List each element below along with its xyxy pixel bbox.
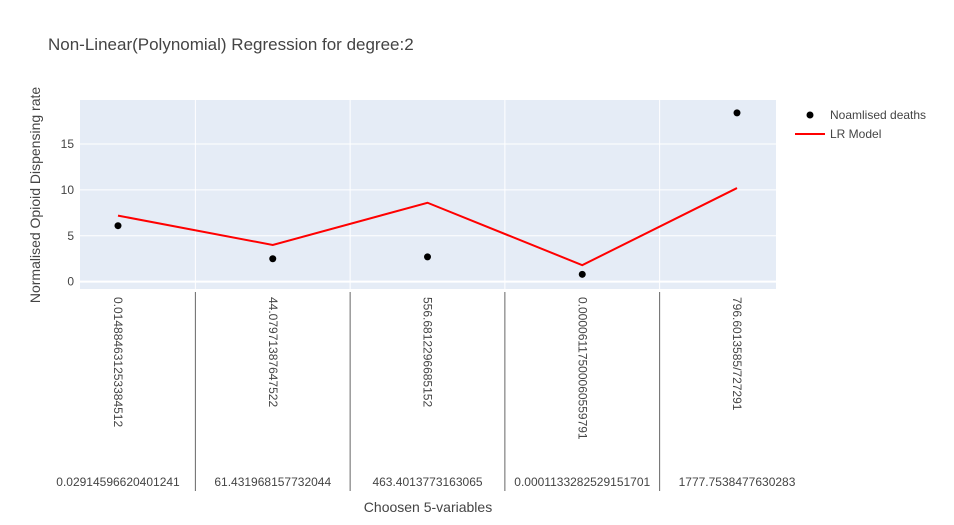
series-line-lr-model [117,187,738,267]
data-point-deaths [114,222,122,230]
x-tick-label-rotated: 556.6812296685152 [421,297,435,407]
x-axis-title: Choosen 5-variables [364,499,492,515]
gridlines [80,100,776,289]
legend-label[interactable]: Noamlised deaths [830,108,926,122]
x-tick-label-bottom: 61.431968157732044 [214,475,331,489]
plot-area [80,100,776,289]
x-axis-ticks: 0.014884631253384512 0.02914596620401241 4… [56,297,795,489]
x-tick-label-rotated: 0.00006117500060559791 [575,297,589,440]
x-tick-label-rotated: 44.07971387647522 [266,297,280,407]
data-point-deaths [578,270,586,278]
series-lines [117,187,738,267]
data-point-deaths [424,253,431,261]
legend-label[interactable]: LR Model [830,127,881,141]
y-axis-ticks: 0 5 10 15 [61,137,75,289]
series-points [114,109,741,278]
y-axis-title: Normalised Opioid Dispensing rate [27,87,43,304]
x-tick-label-rotated: 0.014884631253384512 [111,297,125,427]
y-tick-label: 5 [67,229,74,243]
chart-title: Non-Linear(Polynomial) Regression for de… [48,35,414,54]
x-tick-label-bottom: 1777.7538477630283 [679,475,796,489]
x-tick-label-rotated: 796.6013585/727291 [730,297,744,411]
y-tick-label: 15 [61,137,75,151]
data-point-deaths [733,109,741,117]
y-tick-label: 0 [67,275,74,289]
x-tick-label-bottom: 0.02914596620401241 [56,475,180,489]
x-tick-label-bottom: 463.4013773163065 [372,475,482,489]
x-tick-label-bottom: 0.0001133282529151701 [514,475,650,489]
category-separators [194,292,661,491]
data-point-deaths [269,255,277,263]
legend-marker [806,111,814,119]
legend[interactable]: Noamlised deaths LR Model [795,108,926,141]
y-tick-label: 10 [61,183,75,197]
